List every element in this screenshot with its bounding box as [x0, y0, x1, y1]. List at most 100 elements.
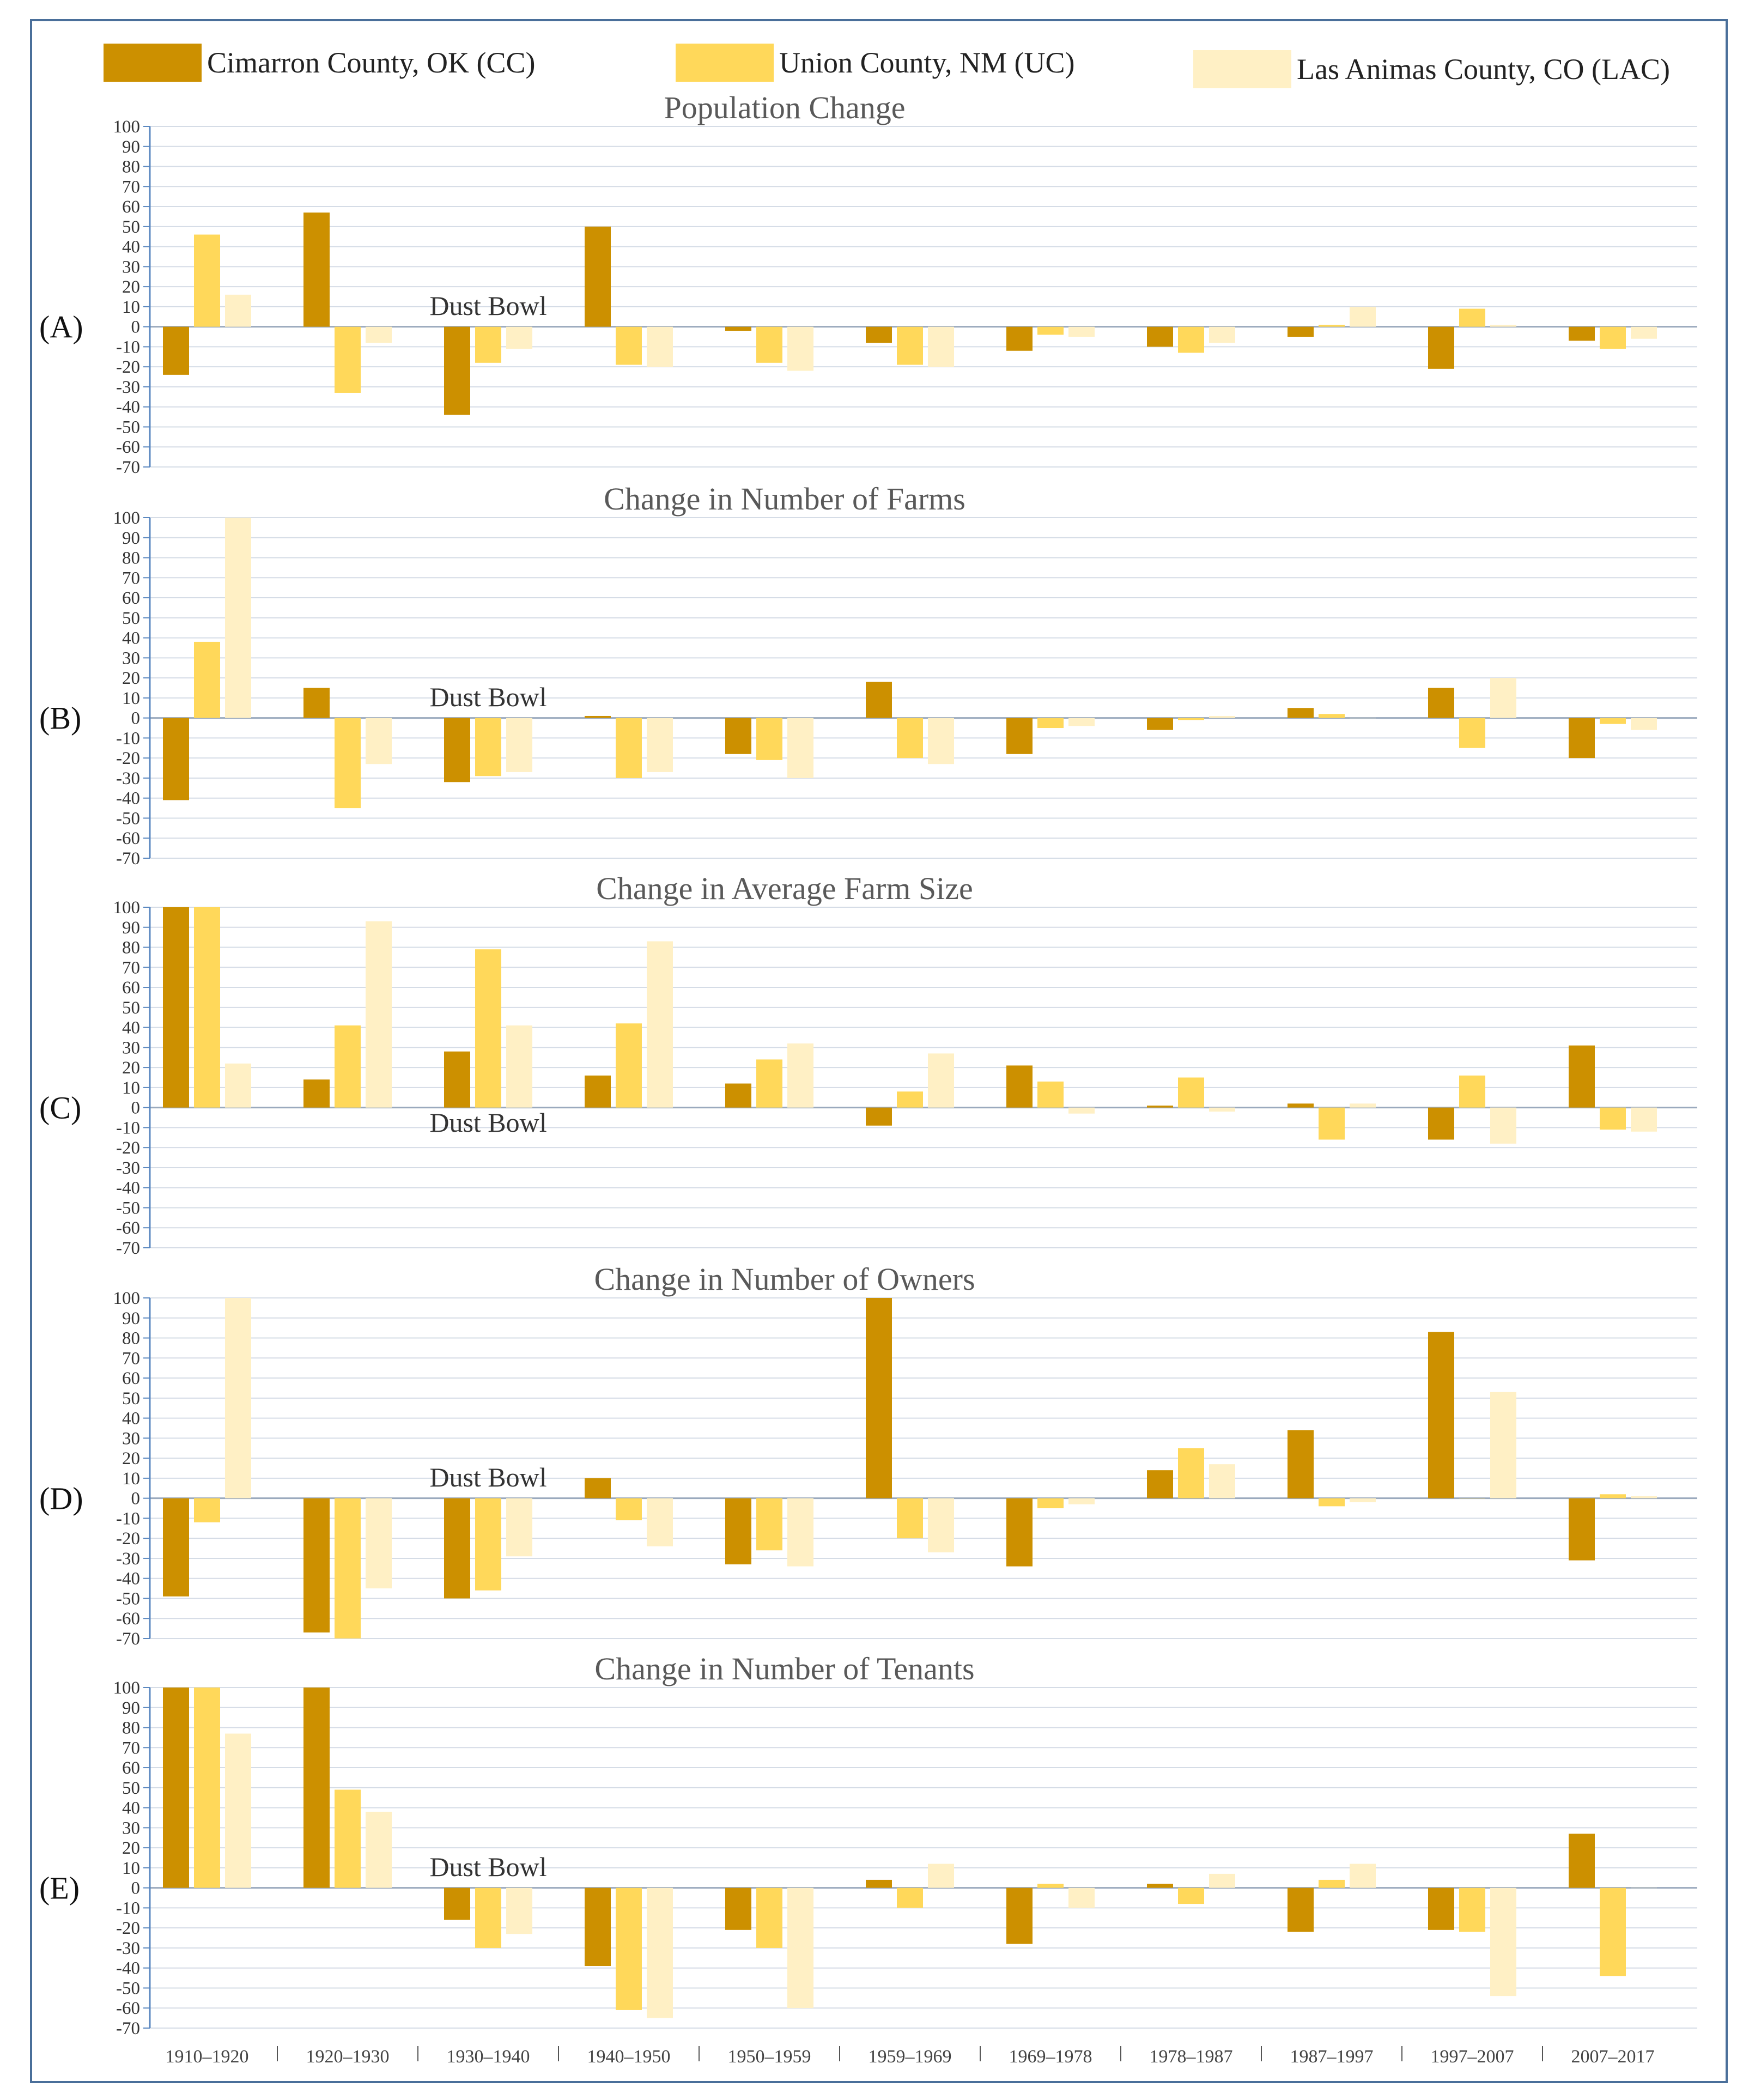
panel-0-y-tick-label: 30: [122, 257, 140, 277]
panel-3-bar-lac: [366, 1498, 392, 1589]
panel-2-bar-lac: [647, 941, 673, 1108]
panel-4-y-tick-label: 60: [122, 1758, 140, 1778]
panel-4-bar-lac: [928, 1864, 954, 1888]
panel-2-bar-cc: [1006, 1065, 1033, 1108]
panel-0-bar-uc: [897, 326, 923, 365]
panel-4-bar-lac: [1209, 1873, 1235, 1888]
panel-0-bar-uc: [194, 234, 220, 327]
panel-4-y-tick-label: -20: [116, 1919, 140, 1938]
panel-0-bar-cc: [585, 226, 611, 327]
panel-3-bar-cc: [1288, 1430, 1314, 1498]
panel-2-y-tick-label: -60: [116, 1218, 140, 1238]
panel-3-y-tick-label: 70: [122, 1349, 140, 1368]
panel-0-y-tick-label: 50: [122, 217, 140, 237]
panel-2-bar-cc: [444, 1051, 470, 1108]
panel-1-dust-bowl-label: Dust Bowl: [429, 682, 546, 712]
panel-0-bar-cc: [866, 326, 892, 343]
panel-3-bar-uc: [335, 1498, 361, 1638]
panel-0-y-tick-label: -40: [116, 398, 140, 417]
panel-0-bar-cc: [163, 326, 189, 375]
panel-0-dust-bowl-label: Dust Bowl: [429, 290, 546, 321]
panel-1-y-tick-label: -40: [116, 789, 140, 809]
panel-4-y-tick-label: -40: [116, 1959, 140, 1978]
panel-4-bar-lac: [647, 1887, 673, 2018]
panel-4-y-tick-label: 80: [122, 1719, 140, 1738]
panel-1-bar-cc: [1428, 688, 1454, 718]
panel-3-bar-uc: [1459, 1498, 1485, 1499]
panel-3-bar-lac: [928, 1498, 954, 1552]
panel-2-bar-uc: [897, 1091, 923, 1108]
panel-3-bar-cc: [1006, 1498, 1033, 1567]
panel-0-bar-uc: [1178, 326, 1204, 353]
panel-2-y-tick-label: 30: [122, 1038, 140, 1058]
panel-1-bar-cc: [1147, 718, 1173, 730]
panel-3-bar-uc: [897, 1498, 923, 1539]
panel-1-bar-uc: [1319, 714, 1345, 718]
panel-4-y-tick-label: 70: [122, 1738, 140, 1758]
panel-4-bar-cc: [303, 1688, 330, 1888]
panel-2-bar-cc: [1569, 1045, 1595, 1108]
panel-1-bar-cc: [1006, 718, 1033, 754]
panel-2-y-tick-label: 50: [122, 998, 140, 1018]
panel-0-bar-uc: [475, 326, 501, 363]
panel-3-y-tick-label: 0: [131, 1489, 141, 1509]
panel-2-bar-uc: [1037, 1081, 1064, 1108]
panel-2-bar-lac: [506, 1025, 532, 1108]
panel-4-y-tick-label: -70: [116, 2019, 140, 2038]
panel-1-bar-uc: [194, 641, 220, 718]
x-category-label: 1978–1987: [1150, 2047, 1233, 2067]
panel-3-bar-cc: [1569, 1498, 1595, 1561]
panel-4-y-tick-label: -60: [116, 1999, 140, 2018]
panel-1-bar-uc: [335, 718, 361, 809]
panel-1-bar-uc: [1037, 718, 1064, 729]
panel-4-bar-lac: [225, 1733, 251, 1888]
panel-2-y-tick-label: 100: [113, 898, 141, 918]
panel-2-dust-bowl-label: Dust Bowl: [429, 1107, 546, 1138]
panel-2-y-tick-label: -50: [116, 1198, 140, 1218]
panel-3-y-tick-label: 60: [122, 1369, 140, 1388]
panel-4-bar-uc: [1178, 1887, 1204, 1904]
legend-item-lac: Las Animas County, CO (LAC): [1193, 45, 1670, 94]
panel-0-bar-cc: [1428, 326, 1454, 369]
panel-2-y-tick-label: 60: [122, 978, 140, 998]
panel-3-bar-cc: [1147, 1470, 1173, 1498]
panel-3-y-tick-label: -20: [116, 1529, 140, 1549]
panel-3-y-tick-label: 100: [113, 1289, 141, 1308]
panel-3-y-tick-label: -70: [116, 1629, 140, 1649]
panel-3-title: Change in Number of Owners: [594, 1261, 975, 1297]
panel-0-y-tick-label: 70: [122, 177, 140, 197]
panel-2-bar-uc: [194, 907, 220, 1108]
panel-1-y-tick-label: 40: [122, 629, 140, 648]
panel-3-y-tick-label: 90: [122, 1309, 140, 1328]
panel-3-y-tick-label: 50: [122, 1389, 140, 1409]
panel-2-bar-lac: [1068, 1107, 1095, 1114]
panel-1-bar-lac: [366, 718, 392, 764]
panel-2-y-tick-label: 10: [122, 1078, 140, 1098]
panel-4-bar-cc: [1288, 1887, 1314, 1932]
panel-3-bar-cc: [866, 1298, 892, 1498]
panel-2-bar-uc: [756, 1059, 782, 1108]
panel-4-bar-cc: [725, 1887, 751, 1930]
panel-0-letter: (A): [39, 309, 83, 345]
panel-1-bar-uc: [1600, 718, 1626, 724]
panel-2-bar-uc: [1178, 1077, 1204, 1108]
legend-swatch-cc: [104, 44, 202, 82]
panel-1-y-tick-label: -30: [116, 769, 140, 788]
panel-4-bar-lac: [1350, 1864, 1376, 1888]
panel-1-y-tick-label: 50: [122, 609, 140, 628]
panel-4-bar-cc: [444, 1887, 470, 1920]
panel-1-bar-cc: [1569, 718, 1595, 758]
panel-1-bar-uc: [616, 718, 642, 778]
panel-4-bar-uc: [1459, 1887, 1485, 1932]
panel-0-bar-uc: [616, 326, 642, 365]
panel-0-bar-lac: [787, 326, 813, 371]
panel-2-bar-lac: [787, 1043, 813, 1108]
panel-4-bar-uc: [1600, 1887, 1626, 1976]
panel-0-y-tick-label: 80: [122, 157, 140, 177]
panel-2-bar-lac: [1209, 1107, 1235, 1112]
panel-2-bar-cc: [1147, 1105, 1173, 1108]
panel-2-bar-lac: [928, 1053, 954, 1108]
panel-1-bar-lac: [1350, 718, 1376, 719]
panel-2-bar-lac: [1490, 1107, 1516, 1144]
panel-3-bar-uc: [1037, 1498, 1064, 1509]
